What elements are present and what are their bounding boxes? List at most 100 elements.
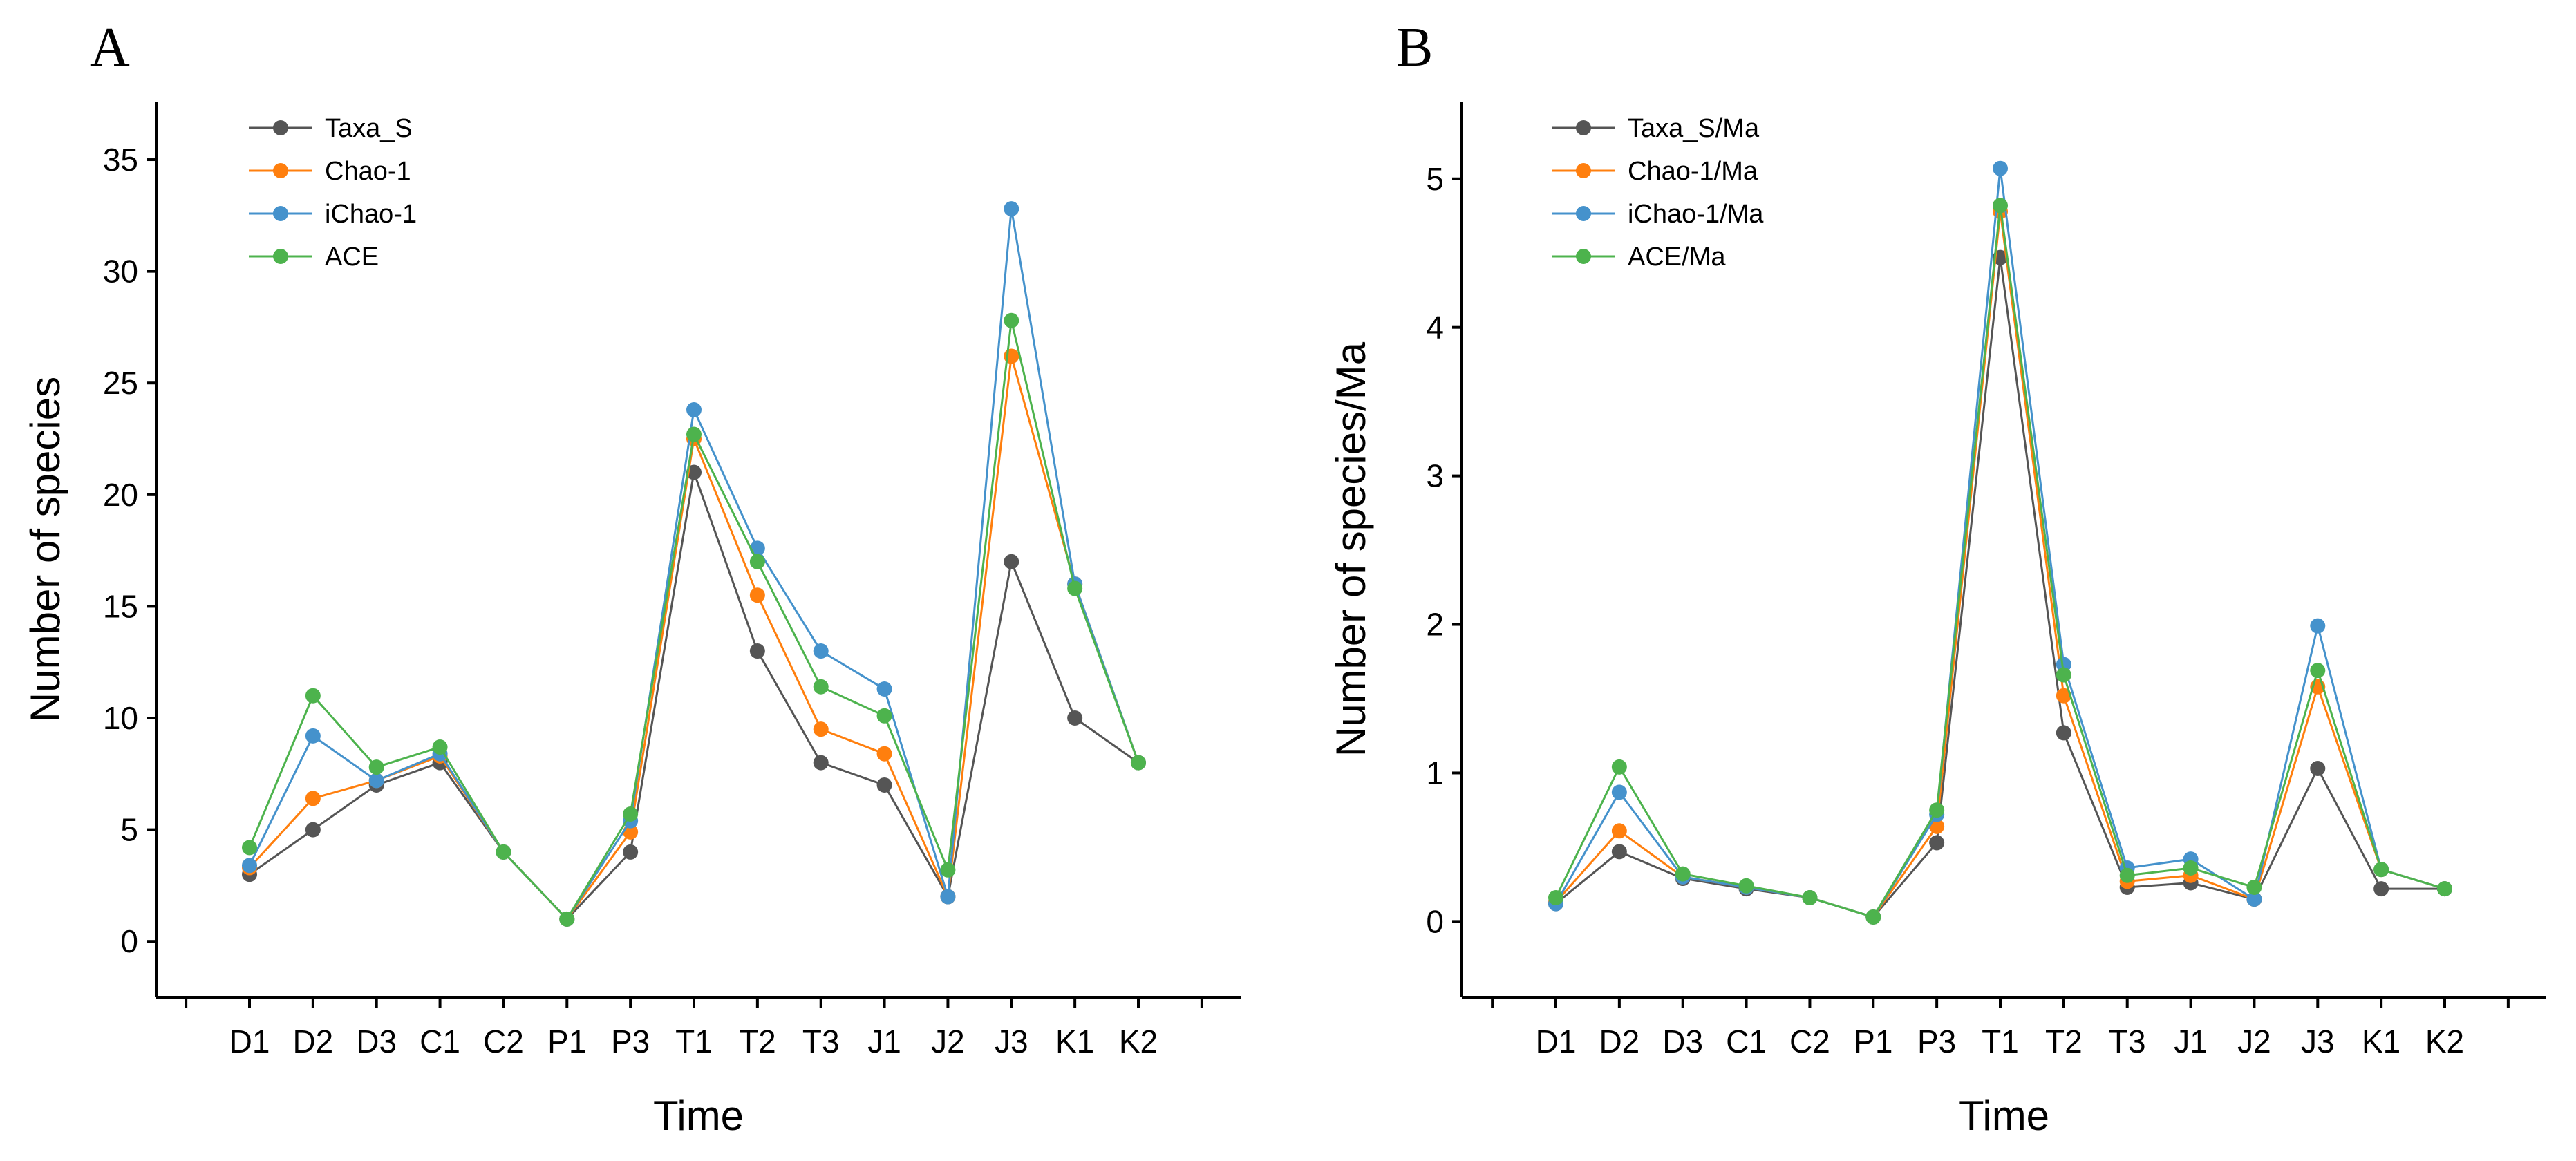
series-chao-1-ma — [1548, 204, 2452, 925]
panel-label: A — [90, 17, 130, 78]
data-point — [1611, 759, 1627, 775]
data-point — [1993, 160, 2008, 176]
data-point — [1611, 823, 1627, 839]
x-tick-label: P1 — [1854, 1023, 1892, 1059]
x-axis-title: Time — [653, 1093, 744, 1139]
data-point — [2373, 881, 2389, 897]
chart-panel-b: B 0 1 2 3 4 5 D1 D2 D3 C1 C2 P1 P3 T1 T2 T3 J1 J2 J3 K1 K2 Tim… — [1328, 17, 2546, 1139]
y-tick-label: 30 — [103, 254, 138, 290]
y-tick-label: 2 — [1426, 607, 1444, 643]
y-tick-label: 15 — [103, 588, 138, 624]
y-tick-label: 0 — [120, 923, 138, 959]
legend-marker — [1576, 163, 1591, 178]
data-point — [1548, 890, 1563, 905]
x-tick-label: K1 — [1055, 1023, 1094, 1059]
legend-marker — [273, 120, 288, 135]
series-ace-ma — [1548, 198, 2452, 925]
data-point — [1067, 580, 1083, 596]
data-point — [1067, 710, 1083, 726]
x-tick-label: T1 — [675, 1023, 713, 1059]
legend-label: ACE/Ma — [1628, 243, 1726, 272]
x-tick-label: C2 — [483, 1023, 524, 1059]
data-point — [2056, 657, 2071, 672]
panel-label: B — [1396, 17, 1433, 78]
x-tick-label: J1 — [2174, 1023, 2208, 1059]
y-tick-label: 25 — [103, 365, 138, 401]
x-tick-label: D1 — [1536, 1023, 1577, 1059]
data-point — [686, 402, 702, 418]
x-tick-label: P1 — [547, 1023, 586, 1059]
data-point — [2437, 881, 2452, 897]
data-point — [940, 889, 956, 905]
data-point — [2056, 725, 2071, 741]
x-tick-label: T2 — [2045, 1023, 2083, 1059]
y-tick-label: 3 — [1426, 458, 1444, 494]
data-point — [305, 791, 321, 806]
x-tick-label: T2 — [739, 1023, 776, 1059]
legend-marker — [1576, 249, 1591, 264]
data-point — [813, 755, 829, 771]
data-point — [2310, 663, 2326, 679]
data-point — [686, 426, 702, 442]
data-point — [2310, 761, 2326, 777]
legend-label: iChao-1/Ma — [1628, 200, 1764, 229]
x-tick-label: J2 — [2237, 1023, 2271, 1059]
x-tick-label: D3 — [1662, 1023, 1703, 1059]
y-tick-label: 0 — [1426, 903, 1444, 939]
data-point — [305, 688, 321, 704]
data-point — [623, 844, 639, 860]
x-axis-title: Time — [1959, 1093, 2049, 1139]
y-tick-label: 10 — [103, 700, 138, 736]
legend-label: Taxa_S — [325, 114, 413, 143]
x-tick-label: K2 — [2425, 1023, 2464, 1059]
legend-marker — [273, 249, 288, 264]
data-point — [813, 721, 829, 737]
y-tick-label: 20 — [103, 477, 138, 513]
legend-label: ACE — [325, 243, 379, 272]
data-point — [1929, 802, 1945, 818]
data-point — [1738, 878, 1754, 894]
data-point — [623, 806, 639, 822]
series-line — [1554, 168, 2445, 918]
data-point — [305, 728, 321, 744]
data-point — [940, 862, 956, 878]
y-tick-label: 1 — [1426, 755, 1444, 791]
series-line — [1554, 205, 2445, 918]
data-point — [876, 746, 892, 762]
data-point — [813, 679, 829, 695]
data-point — [749, 587, 765, 603]
x-tick-label: C2 — [1789, 1023, 1830, 1059]
x-tick-label: K2 — [1119, 1023, 1158, 1059]
data-point — [876, 708, 892, 724]
x-tick-label: K1 — [2362, 1023, 2400, 1059]
data-point — [2246, 891, 2262, 907]
data-point — [1611, 844, 1627, 860]
series-line — [1555, 257, 2445, 918]
legend-label: Chao-1/Ma — [1628, 157, 1758, 186]
data-point — [1004, 312, 1019, 328]
data-point — [242, 858, 257, 874]
data-point — [368, 759, 384, 775]
series-taxa-s-ma — [1548, 249, 2452, 925]
x-tick-label: D1 — [229, 1023, 270, 1059]
x-tick-label: D2 — [1599, 1023, 1639, 1059]
x-tick-label: D3 — [356, 1023, 397, 1059]
data-point — [2246, 879, 2262, 895]
y-tick-label: 5 — [120, 812, 138, 848]
legend-label: Taxa_S/Ma — [1628, 114, 1760, 143]
x-tick-label: J3 — [995, 1023, 1028, 1059]
data-point — [242, 840, 257, 856]
data-point — [1004, 554, 1019, 569]
data-point — [1802, 890, 1818, 905]
data-point — [2373, 862, 2389, 878]
x-tick-label: C1 — [1726, 1023, 1767, 1059]
data-point — [2183, 860, 2199, 876]
series-ichao-1-ma — [1548, 160, 2452, 925]
legend-label: Chao-1 — [325, 157, 411, 186]
y-tick-label: 5 — [1426, 161, 1444, 197]
x-tick-label: T3 — [802, 1023, 840, 1059]
x-tick-label: J1 — [867, 1023, 901, 1059]
data-point — [368, 773, 384, 789]
data-point — [1993, 198, 2008, 214]
legend-marker — [1576, 206, 1591, 221]
